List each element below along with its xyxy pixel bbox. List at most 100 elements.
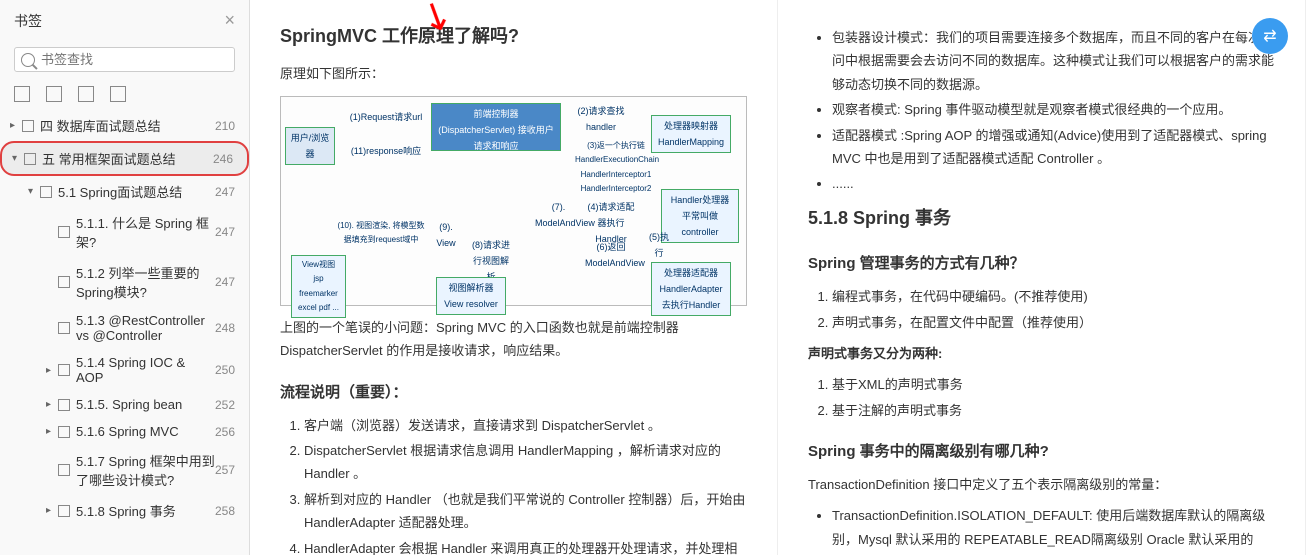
bookmark-icon [40,186,52,198]
bookmark-label: 5.1.1. 什么是 Spring 框架? [76,213,215,251]
diagram-dispatcher: 前端控制器 (DispatcherServlet) 接收用户请求和响应 [431,103,561,151]
diagram-mav6: (6)返回 ModelAndView [581,237,641,273]
pattern-item: 包装器设计模式：我们的项目需要连接多个数据库，而且不同的客户在每次访问中根据需要… [832,26,1275,96]
bookmark-item[interactable]: ▸ 四 数据库面试题总结210 [0,110,249,141]
pattern-item: 适配器模式 :Spring AOP 的增强或通知(Advice)使用到了适配器模… [832,124,1275,171]
bookmark-page: 247 [215,275,241,289]
bookmark-label: 5.1.2 列举一些重要的Spring模块? [76,263,215,301]
diagram-mapping: 处理器映射器 HandlerMapping [651,115,731,153]
isolation-intro: TransactionDefinition 接口中定义了五个表示隔离级别的常量： [808,473,1275,496]
toolbar-icon-4[interactable] [110,86,126,102]
bookmark-item[interactable]: ▸ 5.1.6 Spring MVC256 [0,418,249,445]
bookmark-label: 5.1.5. Spring bean [76,397,215,412]
isolation-list: TransactionDefinition.ISOLATION_DEFAULT:… [832,504,1275,555]
expand-arrow-icon[interactable]: ▸ [46,399,56,410]
flow-step: 客户端（浏览器）发送请求，直接请求到 DispatcherServlet 。 [304,414,747,437]
bookmark-icon [24,153,36,165]
bookmark-label: 五 常用框架面试题总结 [42,149,213,168]
bookmark-icon [58,276,70,288]
bookmark-label: 5.1.3 @RestController vs @Controller [76,313,215,343]
translate-float-button[interactable]: ⇄ [1252,18,1288,54]
bookmark-page: 210 [215,119,241,133]
bookmark-item[interactable]: ▸ 5.1.8 Spring 事务258 [0,495,249,526]
bookmark-toolbar [0,78,249,110]
bookmark-page: 247 [215,225,241,239]
expand-arrow-icon[interactable]: ▾ [28,186,38,197]
bookmark-item[interactable]: 5.1.2 列举一些重要的Spring模块?247 [0,257,249,307]
bookmark-icon [58,505,70,517]
diagram-viewlist: View视图 jsp freemarker excel pdf ... [291,255,346,319]
right-page: 包装器设计模式：我们的项目需要连接多个数据库，而且不同的客户在每次访问中根据需要… [778,0,1306,555]
bookmark-item[interactable]: ▾ 5.1 Spring面试题总结247 [0,176,249,207]
flow-heading: 流程说明（重要）： [280,379,747,406]
pattern-item: 观察者模式: Spring 事件驱动模型就是观察者模式很经典的一个应用。 [832,98,1275,121]
diagram-mav7: (7). ModelAndView [531,197,586,233]
bookmark-icon [22,120,34,132]
diagram-user: 用户/浏览器 [285,127,335,165]
bookmark-item[interactable]: 5.1.7 Spring 框架中用到了哪些设计模式?257 [0,445,249,495]
expand-arrow-icon[interactable]: ▸ [46,365,56,376]
bookmark-page: 247 [215,185,241,199]
bookmark-page: 250 [215,363,241,377]
flow-steps-list: 客户端（浏览器）发送请求，直接请求到 DispatcherServlet 。Di… [304,414,747,555]
tx-way-item: 编程式事务，在代码中硬编码。(不推荐使用) [832,285,1275,308]
bookmark-icon [58,322,70,334]
toolbar-icon-2[interactable] [46,86,62,102]
bookmark-label: 5.1.8 Spring 事务 [76,501,215,520]
bookmark-page: 248 [215,321,241,335]
toolbar-icon-3[interactable] [78,86,94,102]
diagram-req: (1)Request请求url [341,107,431,127]
bookmark-icon [58,364,70,376]
decl-list: 基于XML的声明式事务基于注解的声明式事务 [832,373,1275,422]
sidebar-title: 书签 [14,11,42,31]
bookmark-tree: ▸四 数据库面试题总结210▾五 常用框架面试题总结246▾5.1 Spring… [0,110,249,555]
bookmark-label: 5.1.4 Spring IOC & AOP [76,355,215,385]
diagram-view10: (10). 视图渲染, 将模型数据填充到request域中 [331,217,431,250]
bookmark-label: 四 数据库面试题总结 [40,116,215,135]
diagram-chain: (3)返一个执行链 HandlerExecutionChain HandlerI… [571,137,661,199]
bookmark-search[interactable] [14,47,235,72]
bookmark-item[interactable]: 5.1.1. 什么是 Spring 框架?247 [0,207,249,257]
bookmark-item[interactable]: ▸ 5.1.4 Spring IOC & AOP250 [0,349,249,391]
bookmark-page: 256 [215,425,241,439]
bookmarks-sidebar: 书签 × ▸四 数据库面试题总结210▾五 常用框架面试题总结246▾5.1 S… [0,0,250,555]
flow-step: HandlerAdapter 会根据 Handler 来调用真正的处理器开处理请… [304,537,747,555]
left-page: ↘ SpringMVC 工作原理了解吗? 原理如下图所示： 用户/浏览器 (1)… [250,0,778,555]
design-patterns-list: 包装器设计模式：我们的项目需要连接多个数据库，而且不同的客户在每次访问中根据需要… [832,26,1275,196]
bookmark-item[interactable]: 5.1.3 @RestController vs @Controller248 [0,307,249,349]
tx-ways-heading: Spring 管理事务的方式有几种？ [808,250,1275,277]
bookmark-icon [58,426,70,438]
search-icon [21,53,35,67]
expand-arrow-icon[interactable]: ▸ [46,505,56,516]
bookmark-page: 258 [215,504,241,518]
section-518-heading: 5.1.8 Spring 事务 [808,202,1275,234]
bookmark-item[interactable]: ▾五 常用框架面试题总结246 [0,141,249,176]
expand-arrow-icon[interactable]: ▸ [10,120,20,131]
expand-arrow-icon[interactable]: ▾ [12,153,22,164]
toolbar-icon-1[interactable] [14,86,30,102]
diagram-resolver: 视图解析器 View resolver [436,277,506,315]
isolation-item: TransactionDefinition.ISOLATION_DEFAULT:… [832,504,1275,555]
diagram-resp: (11)response响应 [341,141,431,161]
bookmark-label: 5.1 Spring面试题总结 [58,182,215,201]
tx-way-item: 声明式事务，在配置文件中配置（推荐使用） [832,311,1275,334]
diagram-view9: (9). View [431,217,461,253]
document-content: ⇄ ↘ SpringMVC 工作原理了解吗? 原理如下图所示： 用户/浏览器 (… [250,0,1306,555]
bookmark-item[interactable]: ▸ 5.1.5. Spring bean252 [0,391,249,418]
diagram-adapter: 处理器适配器 HandlerAdapter 去执行Handler [651,262,731,317]
bookmark-icon [58,399,70,411]
bookmark-page: 257 [215,463,241,477]
flow-step: DispatcherServlet 根据请求信息调用 HandlerMappin… [304,439,747,486]
bookmark-page: 252 [215,398,241,412]
isolation-heading: Spring 事务中的隔离级别有哪几种? [808,438,1275,465]
sidebar-header: 书签 × [0,0,249,41]
tx-ways-list: 编程式事务，在代码中硬编码。(不推荐使用) 声明式事务，在配置文件中配置（推荐使用… [832,285,1275,334]
bookmark-label: 5.1.6 Spring MVC [76,424,215,439]
decl-item: 基于XML的声明式事务 [832,373,1275,396]
close-icon[interactable]: × [224,10,235,31]
search-input[interactable] [41,52,228,67]
page-heading: SpringMVC 工作原理了解吗? [280,20,747,52]
expand-arrow-icon[interactable]: ▸ [46,426,56,437]
diagram-exec5: (5)执行 [641,227,677,263]
decl-heading: 声明式事务又分为两种: [808,342,1275,365]
